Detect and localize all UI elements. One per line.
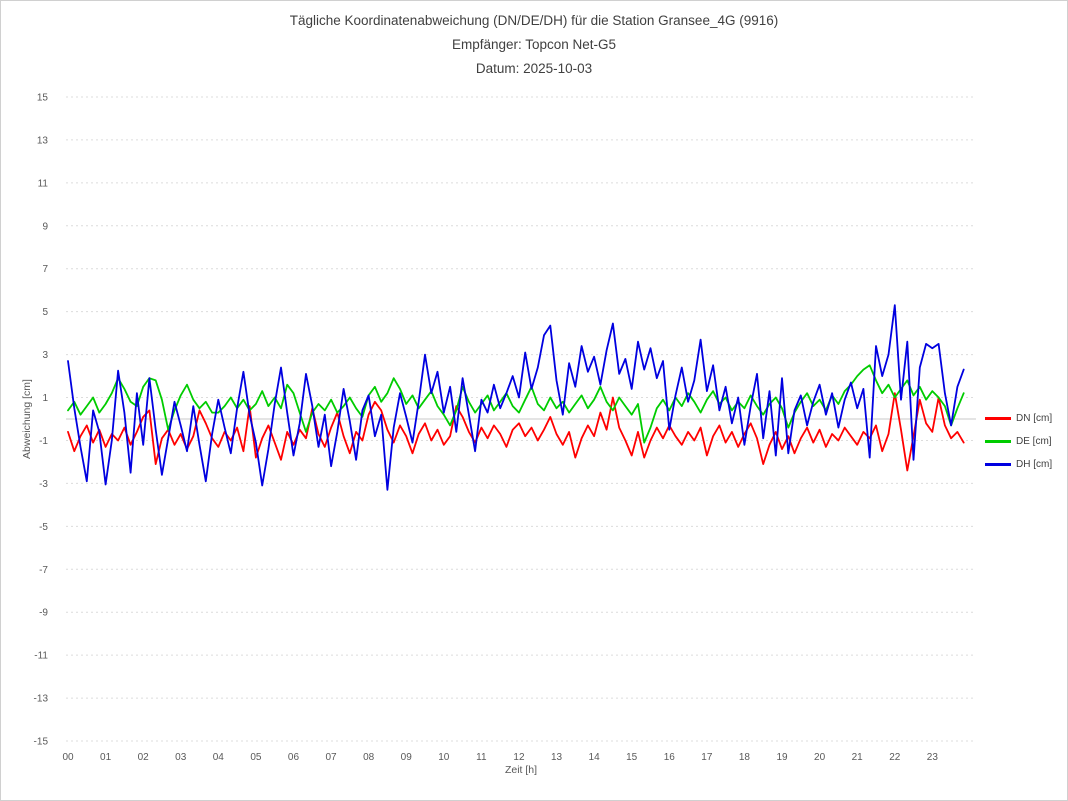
chart-subtitle-receiver: Empfänger: Topcon Net-G5 bbox=[451, 37, 617, 52]
dn-line-swatch bbox=[985, 417, 1011, 420]
y-tick-label: -15 bbox=[34, 737, 49, 748]
legend: DN [cm] DE [cm] DH [cm] bbox=[985, 407, 1052, 476]
x-tick-label: 06 bbox=[288, 752, 300, 763]
x-tick-label: 15 bbox=[626, 752, 638, 763]
y-tick-label: -3 bbox=[39, 479, 48, 490]
x-tick-label: 07 bbox=[325, 752, 337, 763]
y-tick-label: 9 bbox=[42, 221, 48, 232]
chart-subtitle-date: Datum: 2025-10-03 bbox=[475, 61, 593, 76]
y-tick-label: 11 bbox=[38, 178, 49, 189]
legend-label-dh: DH [cm] bbox=[1016, 459, 1053, 470]
chart-title-block: Tägliche Koordinatenabweichung (DN/DE/DH… bbox=[1, 9, 1067, 81]
x-tick-label: 11 bbox=[476, 752, 487, 763]
y-tick-label: -9 bbox=[39, 608, 48, 619]
x-tick-label: 08 bbox=[363, 752, 375, 763]
y-tick-label: 1 bbox=[42, 393, 48, 404]
x-tick-label: 02 bbox=[138, 752, 150, 763]
x-tick-label: 12 bbox=[513, 752, 525, 763]
x-tick-label: 13 bbox=[551, 752, 563, 763]
series-line-de bbox=[67, 364, 965, 444]
x-tick-label: 09 bbox=[401, 752, 413, 763]
y-tick-label: 3 bbox=[42, 350, 48, 361]
x-tick-label: 10 bbox=[438, 752, 450, 763]
x-tick-label: 18 bbox=[739, 752, 751, 763]
y-tick-label: -5 bbox=[39, 522, 48, 533]
x-tick-label: 01 bbox=[100, 752, 112, 763]
x-tick-label: 21 bbox=[852, 752, 864, 763]
y-tick-label: -13 bbox=[34, 694, 49, 705]
legend-label-dn: DN [cm] bbox=[1016, 413, 1053, 424]
y-tick-label: 5 bbox=[42, 307, 48, 318]
y-tick-label: -1 bbox=[39, 436, 48, 447]
x-tick-label: 00 bbox=[62, 752, 74, 763]
x-tick-label: 05 bbox=[250, 752, 262, 763]
x-tick-label: 17 bbox=[701, 752, 713, 763]
x-tick-label: 03 bbox=[175, 752, 187, 763]
y-tick-label: -11 bbox=[34, 651, 48, 662]
x-tick-label: 20 bbox=[814, 752, 826, 763]
y-tick-label: 7 bbox=[42, 264, 48, 275]
y-tick-label: 15 bbox=[37, 92, 49, 103]
series-line-dh bbox=[67, 304, 965, 491]
x-tick-label: 22 bbox=[889, 752, 901, 763]
x-axis-label: Zeit [h] bbox=[504, 764, 538, 776]
y-tick-label: -7 bbox=[39, 565, 48, 576]
chart-title: Tägliche Koordinatenabweichung (DN/DE/DH… bbox=[289, 13, 779, 28]
x-tick-label: 16 bbox=[664, 752, 676, 763]
y-tick-label: 13 bbox=[37, 135, 49, 146]
de-line-swatch bbox=[985, 440, 1011, 443]
legend-item-de: DE [cm] bbox=[985, 435, 1052, 448]
dh-line-swatch bbox=[985, 463, 1011, 466]
legend-item-dh: DH [cm] bbox=[985, 458, 1052, 471]
legend-item-dn: DN [cm] bbox=[985, 412, 1052, 425]
x-tick-label: 04 bbox=[213, 752, 225, 763]
series-line-dn bbox=[67, 392, 965, 472]
x-tick-label: 23 bbox=[927, 752, 939, 763]
legend-label-de: DE [cm] bbox=[1016, 436, 1052, 447]
x-tick-label: 14 bbox=[589, 752, 601, 763]
x-tick-label: 19 bbox=[776, 752, 788, 763]
